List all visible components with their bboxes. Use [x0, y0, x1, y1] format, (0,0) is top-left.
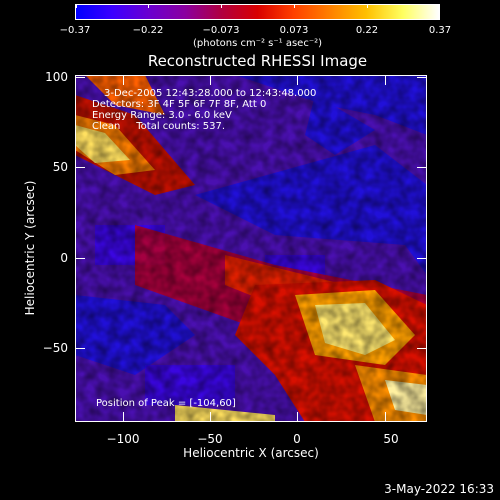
x-tick-label: 0 [293, 432, 301, 446]
annotation-time: 3-Dec-2005 12:43:28.000 to 12:43:48.000 [104, 88, 317, 99]
x-axis-label: Heliocentric X (arcsec) [183, 446, 319, 460]
x-tick-label: −50 [197, 432, 223, 446]
plot-frame [75, 75, 427, 422]
x-tick-label: 50 [383, 432, 399, 446]
colorbar-tick-label: −0.073 [202, 25, 240, 36]
x-tick-label: −100 [106, 432, 140, 446]
colorbar-tick-label: −0.37 [59, 25, 91, 36]
rhessi-image-raster [75, 75, 427, 422]
image-title: Reconstructed RHESSI Image [147, 52, 368, 70]
y-tick-label: −50 [42, 341, 68, 355]
y-tick-label: 100 [45, 70, 68, 84]
annotation-detectors: Detectors: 3F 4F 5F 6F 7F 8F, Att 0 [92, 99, 267, 110]
y-tick-label: 0 [60, 251, 68, 265]
y-tick-label: 50 [52, 160, 68, 174]
annotation-energy: Energy Range: 3.0 - 6.0 keV [92, 110, 232, 121]
colorbar-tick-label: 0.073 [279, 25, 309, 36]
colorbar-tick-label: −0.22 [132, 25, 164, 36]
annotation-peak: Position of Peak = [-104,60] [96, 398, 236, 409]
annotation-method: Clean Total counts: 537. [92, 121, 226, 132]
timestamp-footer: 3-May-2022 16:33 [384, 482, 494, 496]
colorbar-units: (photons cm⁻² s⁻¹ asec⁻²) [192, 38, 323, 49]
rhessi-image-plot [75, 75, 427, 422]
colorbar-tick-label: 0.22 [355, 25, 379, 36]
y-axis-label: Heliocentric Y (arcsec) [23, 180, 37, 316]
colorbar-tick-label: 0.37 [428, 25, 452, 36]
colorbar [75, 4, 440, 20]
